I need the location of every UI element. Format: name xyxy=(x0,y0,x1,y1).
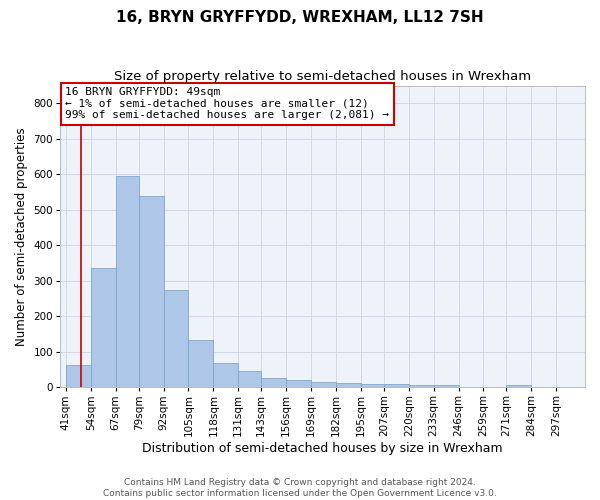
Bar xyxy=(336,383,361,388)
Bar xyxy=(361,384,384,388)
Bar xyxy=(384,384,409,388)
Bar xyxy=(286,380,311,388)
Title: Size of property relative to semi-detached houses in Wrexham: Size of property relative to semi-detach… xyxy=(114,70,531,83)
Text: 16 BRYN GRYFFYDD: 49sqm
← 1% of semi-detached houses are smaller (12)
99% of sem: 16 BRYN GRYFFYDD: 49sqm ← 1% of semi-det… xyxy=(65,87,389,120)
Bar xyxy=(91,268,116,388)
Bar xyxy=(409,384,434,388)
Bar xyxy=(261,378,286,388)
Bar xyxy=(434,384,458,388)
Y-axis label: Number of semi-detached properties: Number of semi-detached properties xyxy=(15,127,28,346)
Bar xyxy=(214,363,238,388)
Text: Contains HM Land Registry data © Crown copyright and database right 2024.
Contai: Contains HM Land Registry data © Crown c… xyxy=(103,478,497,498)
Bar xyxy=(66,366,91,388)
Bar xyxy=(139,196,164,388)
X-axis label: Distribution of semi-detached houses by size in Wrexham: Distribution of semi-detached houses by … xyxy=(142,442,503,455)
Bar xyxy=(188,340,214,388)
Bar xyxy=(238,371,261,388)
Bar xyxy=(311,382,336,388)
Bar xyxy=(506,384,532,388)
Bar xyxy=(164,290,188,388)
Text: 16, BRYN GRYFFYDD, WREXHAM, LL12 7SH: 16, BRYN GRYFFYDD, WREXHAM, LL12 7SH xyxy=(116,10,484,25)
Bar xyxy=(116,176,139,388)
